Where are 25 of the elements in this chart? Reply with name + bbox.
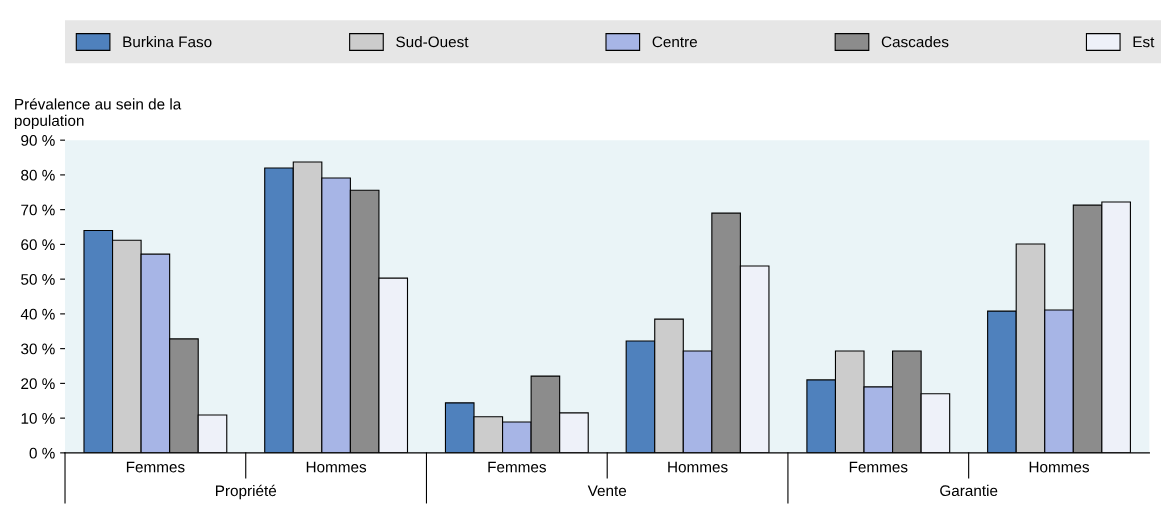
y-tick-label: 0 % [29, 447, 55, 459]
legend-label: Burkina Faso [123, 36, 212, 48]
text: Propriété [216, 484, 277, 500]
x-tick-label: Hommes [668, 461, 728, 473]
y-tick-label: 30 % [21, 343, 55, 355]
y-tick-label: 20 % [21, 378, 55, 390]
x-tick-label: Hommes [1029, 461, 1090, 473]
text: Vente [587, 485, 627, 497]
y-tick-label: 60 % [21, 239, 55, 251]
x-tick-label: Hommes [306, 461, 367, 473]
y-tick-label: 40 % [20, 308, 55, 320]
legend-label: Est [1133, 36, 1155, 48]
legend-label: Sud-Ouest [396, 36, 469, 48]
y-axis-title: Prévalence au sein de la population [14, 98, 182, 130]
y-tick-label: 70 % [21, 204, 55, 216]
x-tick-label: Femmes [849, 461, 908, 473]
legend-label: Cascades [881, 36, 949, 48]
x-tick-label: Femmes [126, 461, 185, 473]
y-tick-label: 10 % [21, 412, 55, 424]
legend-label: Centre [652, 36, 698, 48]
y-tick-label: 80 % [21, 169, 55, 181]
text: Garantie [940, 484, 998, 497]
y-tick-label: 90 % [21, 135, 55, 146]
y-tick-label: 50 % [21, 274, 55, 285]
x-tick-label: Femmes [488, 461, 546, 473]
